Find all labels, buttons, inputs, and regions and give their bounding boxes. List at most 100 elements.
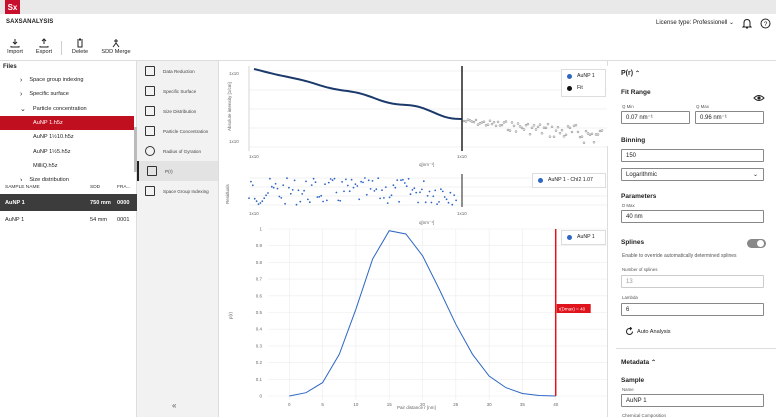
splines-toggle[interactable] [747, 239, 766, 248]
residual-point [396, 179, 399, 181]
legend-item-aunp1[interactable]: AuNP 1 [562, 70, 605, 82]
analysis-item-label: Space Group Indexing [163, 188, 209, 194]
pr-ytick-label: 0.1 [256, 377, 263, 382]
chevron-right-icon[interactable]: › [20, 90, 23, 98]
chevron-right-icon[interactable]: › [20, 76, 23, 84]
residual-point [411, 189, 414, 191]
metadata-heading[interactable]: Metadata ⌃ [621, 359, 656, 366]
help-icon[interactable]: ? [759, 17, 772, 30]
qmax-input[interactable]: 0.96 nm⁻¹ [695, 111, 764, 124]
chevron-down-icon[interactable]: ⌄ [20, 105, 26, 113]
pr-dmax-label: r(Dmax) = 40 [559, 307, 586, 312]
sdd-merge-button[interactable]: SDD Merge [101, 38, 131, 58]
merge-icon [112, 39, 120, 48]
file-tree-item[interactable]: › Size distribution [0, 173, 134, 181]
residual-point [383, 197, 385, 199]
legend-item-aunp1[interactable]: AuNP 1 [562, 231, 605, 243]
pr-xtick-label: 25 [453, 402, 459, 407]
file-tree-item[interactable]: MilliQ.h5z [0, 159, 134, 173]
pr-series-line [289, 230, 556, 397]
pr-xlabel: Pair distance r [nm] [397, 405, 436, 410]
chevron-down-icon: ⌄ [752, 172, 758, 178]
file-tree-item[interactable]: AuNP 1½5.h5z [0, 145, 134, 159]
data-point [526, 122, 530, 126]
pr-ytick-label: 0 [259, 394, 262, 399]
residual-point [440, 188, 442, 191]
collapse-panel-button[interactable]: « [172, 401, 177, 410]
analysis-item[interactable]: P(r) [137, 161, 218, 181]
analysis-item[interactable]: Specific Surface [137, 81, 218, 101]
app-name: SAXSANALYSIS [6, 19, 54, 25]
legend-item-fit[interactable]: Fit [562, 82, 605, 94]
lambda-input[interactable]: 6 [621, 303, 764, 316]
chevron-right-icon[interactable]: › [20, 176, 23, 181]
table-cell-frame: 0000 [117, 199, 130, 206]
residual-point [422, 180, 425, 183]
residual-point [259, 202, 262, 204]
file-tree-item-label: AuNP 1½10.h5z [33, 134, 74, 141]
binning-input[interactable]: 150 [621, 149, 764, 162]
residual-point [248, 197, 250, 200]
residual-point [424, 201, 427, 204]
import-button[interactable]: Import [5, 38, 25, 58]
data-point [510, 121, 514, 124]
residual-point [432, 195, 435, 198]
col-header-frame[interactable]: FRA... [117, 184, 131, 190]
right-panel: P(r) ⌃ Fit Range Q Min 0.07 nm⁻¹ Q Max 0… [608, 61, 776, 418]
dmax-input[interactable]: 40 nm [621, 210, 764, 223]
file-tree-item[interactable]: AuNP 1.h5z [0, 115, 134, 130]
table-row[interactable]: AuNP 1 750 mm 0000 [0, 194, 137, 211]
file-tree-item[interactable]: ⌄ Particle concentration [0, 102, 134, 116]
analysis-item[interactable]: Particle Concentration [137, 121, 218, 141]
file-tree-item[interactable]: AuNP 1½10.h5z [0, 130, 134, 144]
metadata-heading-text: Metadata [621, 359, 650, 366]
data-point [544, 126, 548, 130]
data-point [492, 121, 496, 124]
data-point [486, 123, 490, 126]
analysis-item[interactable]: Radius of Gyration [137, 141, 218, 161]
auto-analysis-button[interactable]: Auto Analysis [625, 327, 671, 336]
table-cell-sdd: 750 mm [90, 199, 111, 206]
num-splines-input[interactable]: 13 [621, 275, 764, 288]
pr-ytick-label: 0.6 [256, 293, 263, 298]
residual-point [352, 186, 355, 189]
legend-item-chi2[interactable]: AuNP 1 - ChI2 1.07 [533, 174, 605, 186]
residual-point [350, 178, 353, 181]
data-point [528, 132, 532, 136]
file-tree-item[interactable]: › Space group indexing [0, 73, 134, 87]
pr-xtick-label: 20 [420, 402, 426, 407]
residual-point [278, 195, 281, 198]
binning-mode-select[interactable]: Logarithmic ⌄ [621, 168, 764, 181]
table-row[interactable]: AuNP 1 54 mm 0001 [0, 211, 137, 228]
residual-point [329, 178, 332, 180]
pr-ylabel: p(r) [228, 312, 233, 319]
residual-point [362, 181, 364, 184]
residual-point [333, 177, 336, 180]
residual-point [441, 190, 444, 193]
license-type-dropdown[interactable]: License type: Professionell ⌄ [656, 20, 735, 26]
sample-name-input[interactable]: AuNP 1 [621, 394, 764, 407]
residual-point [346, 184, 349, 187]
col-header-sample-name[interactable]: SAMPLE NAME [5, 184, 40, 190]
delete-button[interactable]: Delete [69, 38, 91, 58]
analysis-item[interactable]: Space Group Indexing [137, 181, 218, 201]
eye-icon[interactable] [753, 89, 765, 107]
files-scrollbar[interactable] [134, 127, 137, 172]
section-title[interactable]: P(r) ⌃ [621, 70, 640, 77]
intensity-plot: 1x10 1x10 1x10 1x10 q[nm⁻¹] Absolute int… [227, 66, 609, 167]
data-point [556, 125, 560, 129]
samples-table: SAMPLE NAME SDD FRA... AuNP 1 750 mm 0000 A… [0, 180, 137, 417]
analysis-item[interactable]: Size Distribution [137, 101, 218, 121]
file-tree-item-label: Space group indexing [29, 77, 84, 83]
qmax-label: Q Max [696, 104, 709, 109]
residual-point [455, 199, 457, 202]
bell-icon[interactable] [740, 17, 753, 30]
data-point [554, 129, 558, 132]
export-button[interactable]: Export [34, 38, 54, 58]
analysis-item[interactable]: Data Reduction [137, 61, 218, 81]
file-tree-item[interactable]: › Specific surface [0, 87, 134, 101]
qmin-input[interactable]: 0.07 nm⁻¹ [621, 111, 690, 124]
col-header-sdd[interactable]: SDD [90, 184, 101, 190]
table-cell-name: AuNP 1 [5, 216, 25, 223]
residual-point [320, 194, 323, 197]
